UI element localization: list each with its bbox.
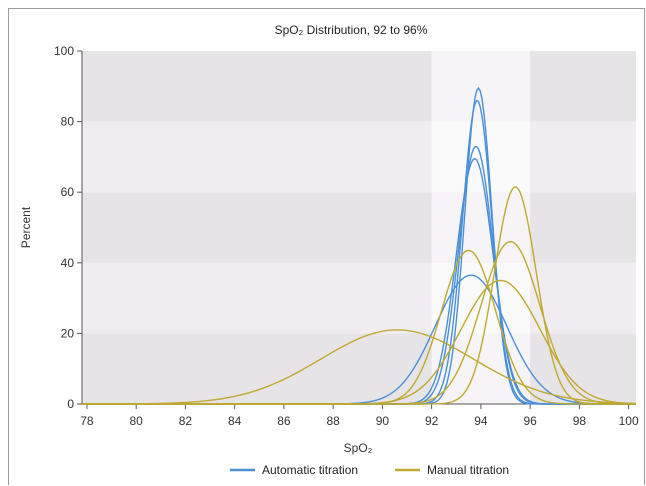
legend-label: Automatic titration — [262, 463, 358, 477]
background-bands — [82, 51, 636, 404]
target-band-segment — [431, 192, 531, 263]
x-tick-label: 84 — [228, 414, 242, 428]
x-tick-label: 80 — [129, 414, 143, 428]
y-tick-label: 100 — [54, 44, 74, 58]
y-axis-label: Percent — [19, 206, 33, 248]
chart-frame — [8, 8, 645, 485]
gridline-band — [82, 121, 636, 193]
y-tick-label: 40 — [61, 256, 75, 270]
y-tick-label: 60 — [61, 185, 75, 199]
x-tick-label: 92 — [425, 414, 439, 428]
gridline-band — [82, 51, 636, 122]
y-tick-label: 80 — [61, 115, 75, 129]
legend: Automatic titration Manual titration — [230, 463, 509, 477]
x-tick-label: 94 — [474, 414, 488, 428]
series-line-manual — [82, 279, 637, 405]
x-tick-label: 98 — [573, 414, 587, 428]
gridline-band — [82, 192, 636, 263]
y-tick-label: 20 — [61, 326, 75, 340]
series-layer — [81, 86, 637, 405]
legend-label: Manual titration — [427, 463, 509, 477]
legend-item: Automatic titration — [230, 463, 358, 477]
x-axis-label: SpO₂ — [344, 441, 373, 455]
x-tick-label: 78 — [80, 414, 94, 428]
y-tick-label: 0 — [67, 397, 74, 411]
x-tick-label: 96 — [523, 414, 537, 428]
x-tick-label: 88 — [326, 414, 340, 428]
x-tick-label: 86 — [277, 414, 291, 428]
chart-title: SpO₂ Distribution, 92 to 96% — [275, 23, 428, 37]
series-line-manual — [81, 329, 637, 405]
gridline-band — [82, 333, 636, 404]
x-tick-label: 82 — [179, 414, 193, 428]
x-tick-label: 100 — [619, 414, 639, 428]
target-band-segment — [431, 262, 531, 334]
x-tick-label: 90 — [376, 414, 390, 428]
legend-item: Manual titration — [395, 463, 509, 477]
gridline-band — [82, 262, 636, 334]
